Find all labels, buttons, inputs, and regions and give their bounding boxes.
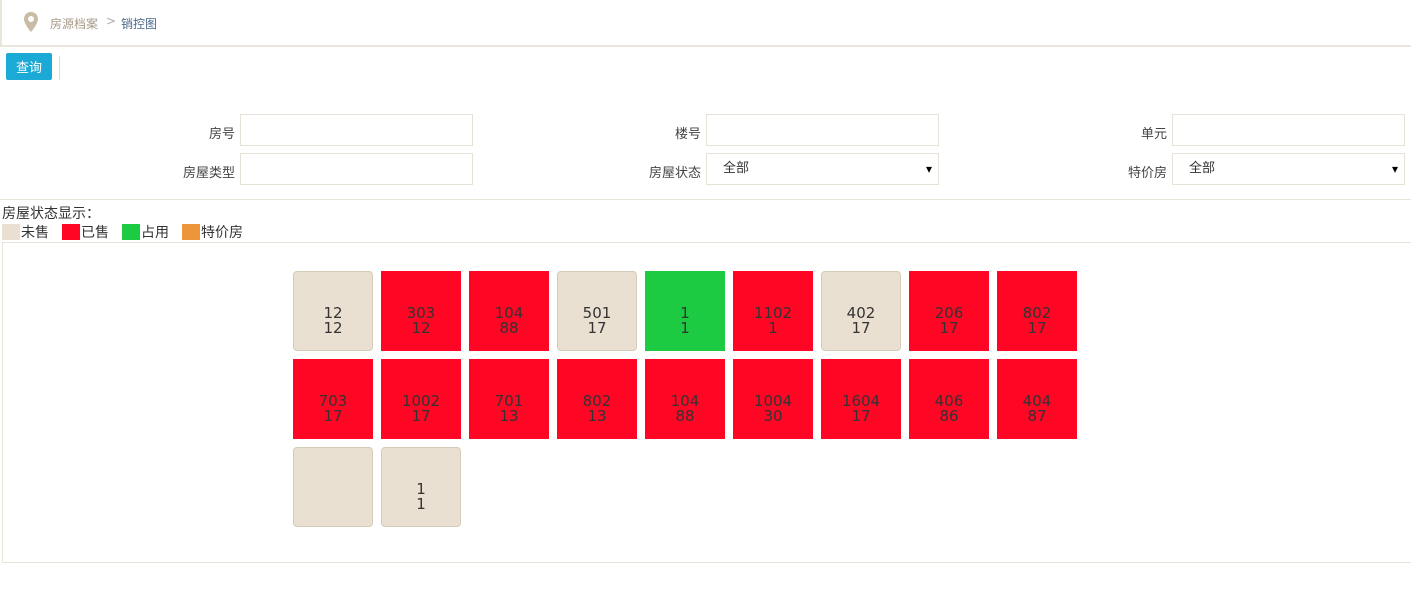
toolbar-divider <box>59 56 60 80</box>
room-number: 802 <box>582 392 612 410</box>
legend-item: 特价房 <box>182 222 243 242</box>
building-number: 17 <box>939 319 959 337</box>
room-tile[interactable]: 406 86 <box>909 359 989 439</box>
room-no-input[interactable] <box>240 114 473 146</box>
room-number: 701 <box>494 392 524 410</box>
sales-control-area <box>2 242 1411 563</box>
status-label: 房屋状态 <box>648 166 701 181</box>
status-select[interactable]: 全部 <box>706 153 939 185</box>
room-number: 404 <box>1022 392 1052 410</box>
room-tile[interactable]: 104 88 <box>645 359 725 439</box>
room-tile[interactable]: 501 17 <box>557 271 637 351</box>
building-number: 17 <box>587 319 607 337</box>
building-number: 17 <box>851 319 871 337</box>
legend-swatch <box>122 224 140 240</box>
special-select-value: 全部 <box>1189 161 1216 176</box>
room-tile[interactable]: 701 13 <box>469 359 549 439</box>
building-number: 1 <box>416 495 426 513</box>
building-number: 12 <box>323 319 343 337</box>
building-number: 1 <box>768 319 778 337</box>
building-number: 13 <box>499 407 519 425</box>
room-tile[interactable] <box>293 447 373 527</box>
room-tile[interactable]: 404 87 <box>997 359 1077 439</box>
room-tile[interactable]: 303 12 <box>381 271 461 351</box>
room-tile[interactable]: 1002 17 <box>381 359 461 439</box>
breadcrumb-current: 销控图 <box>121 17 158 31</box>
unit-input[interactable] <box>1172 114 1405 146</box>
room-number: 703 <box>318 392 348 410</box>
building-number: 13 <box>587 407 607 425</box>
legend-label: 特价房 <box>201 225 243 241</box>
building-input[interactable] <box>706 114 939 146</box>
building-number: 12 <box>411 319 431 337</box>
status-select-value: 全部 <box>723 161 750 176</box>
room-tile[interactable]: 206 17 <box>909 271 989 351</box>
room-number: 1 <box>416 480 426 498</box>
room-no-label: 房号 <box>208 127 235 142</box>
room-number: 1604 <box>841 392 881 410</box>
building-number: 17 <box>851 407 871 425</box>
legend-label: 占用 <box>141 225 169 241</box>
legend-swatch <box>2 224 20 240</box>
legend-title: 房屋状态显示： <box>2 206 100 222</box>
breadcrumb-separator: > <box>106 14 117 28</box>
building-number: 87 <box>1027 407 1047 425</box>
building-number: 86 <box>939 407 959 425</box>
room-number: 12 <box>323 304 343 322</box>
building-label: 楼号 <box>674 127 701 142</box>
legend-item: 占用 <box>122 222 169 242</box>
legend-swatch <box>62 224 80 240</box>
room-number: 1 <box>680 304 690 322</box>
room-tile[interactable]: 104 88 <box>469 271 549 351</box>
special-select[interactable]: 全部 <box>1172 153 1405 185</box>
breadcrumb: 房源档案 > 销控图 <box>0 0 1411 47</box>
room-tile[interactable]: 703 17 <box>293 359 373 439</box>
building-number: 88 <box>499 319 519 337</box>
room-tile[interactable]: 802 13 <box>557 359 637 439</box>
legend-item: 未售 <box>2 222 49 242</box>
legend-swatch <box>182 224 200 240</box>
house-type-input[interactable] <box>240 153 473 185</box>
room-number: 402 <box>846 304 876 322</box>
breadcrumb-parent[interactable]: 房源档案 <box>50 17 99 31</box>
room-number: 1002 <box>401 392 441 410</box>
room-tile[interactable]: 12 12 <box>293 271 373 351</box>
divider <box>0 199 1411 200</box>
room-tile[interactable]: 1102 1 <box>733 271 813 351</box>
legend-label: 未售 <box>21 225 49 241</box>
special-label: 特价房 <box>1127 166 1167 181</box>
room-number: 303 <box>406 304 436 322</box>
room-number: 206 <box>934 304 964 322</box>
room-grid: 12 12 303 12 104 88 501 17 1 1 1102 1 402 17 206 17 802 1… <box>293 271 1093 527</box>
unit-label: 单元 <box>1140 127 1167 142</box>
room-number: 1004 <box>753 392 793 410</box>
query-button[interactable]: 查询 <box>6 53 52 80</box>
building-number: 30 <box>763 407 783 425</box>
room-number: 406 <box>934 392 964 410</box>
legend-item: 已售 <box>62 222 109 242</box>
building-number: 17 <box>411 407 431 425</box>
room-tile[interactable]: 802 17 <box>997 271 1077 351</box>
room-number: 1102 <box>753 304 793 322</box>
house-type-label: 房屋类型 <box>182 166 235 181</box>
room-number: 802 <box>1022 304 1052 322</box>
building-number: 1 <box>680 319 690 337</box>
room-tile[interactable]: 402 17 <box>821 271 901 351</box>
room-number: 501 <box>582 304 612 322</box>
room-number: 104 <box>494 304 524 322</box>
building-number: 17 <box>1027 319 1047 337</box>
legend-label: 已售 <box>81 225 109 241</box>
building-number: 17 <box>323 407 343 425</box>
building-number: 88 <box>675 407 695 425</box>
legend: 未售 已售 占用 特价房 <box>2 222 256 242</box>
room-tile[interactable]: 1604 17 <box>821 359 901 439</box>
map-pin-icon <box>24 12 38 32</box>
room-tile[interactable]: 1004 30 <box>733 359 813 439</box>
room-number: 104 <box>670 392 700 410</box>
